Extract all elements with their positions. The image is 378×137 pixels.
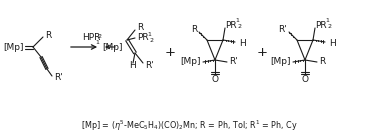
Text: R: R bbox=[191, 25, 197, 35]
Text: +: + bbox=[257, 45, 268, 58]
Text: 1: 1 bbox=[235, 18, 239, 24]
Text: [Mp]: [Mp] bbox=[3, 42, 23, 52]
Text: R': R' bbox=[278, 25, 287, 35]
Text: PR: PR bbox=[315, 21, 327, 29]
Text: H: H bbox=[329, 38, 336, 48]
Text: R: R bbox=[319, 58, 325, 66]
Text: R': R' bbox=[145, 61, 154, 69]
Text: R': R' bbox=[54, 73, 63, 82]
Text: 2: 2 bbox=[237, 24, 241, 28]
Text: R: R bbox=[137, 24, 143, 32]
Text: R: R bbox=[45, 31, 51, 39]
Text: 2: 2 bbox=[149, 38, 153, 42]
Text: H: H bbox=[239, 38, 246, 48]
Text: O: O bbox=[302, 75, 308, 83]
Text: 1: 1 bbox=[325, 18, 329, 24]
Text: [Mp]: [Mp] bbox=[271, 58, 291, 66]
Text: [Mp]: [Mp] bbox=[102, 42, 122, 52]
Text: [Mp] = ($\eta^5$-MeC$_5$H$_4$)(CO)$_2$Mn; R = Ph, Tol; R$^1$ = Ph, Cy: [Mp] = ($\eta^5$-MeC$_5$H$_4$)(CO)$_2$Mn… bbox=[81, 119, 297, 133]
Text: 1: 1 bbox=[95, 39, 99, 45]
Text: 2: 2 bbox=[97, 34, 101, 38]
Text: H: H bbox=[130, 62, 136, 71]
Text: PR: PR bbox=[225, 21, 237, 29]
Text: 1: 1 bbox=[147, 32, 151, 36]
Text: [Mp]: [Mp] bbox=[181, 58, 201, 66]
Text: R': R' bbox=[229, 58, 238, 66]
Text: +: + bbox=[164, 45, 175, 58]
Text: 2: 2 bbox=[327, 24, 331, 28]
Text: PR: PR bbox=[137, 34, 149, 42]
Text: O: O bbox=[212, 75, 218, 83]
Text: HPR: HPR bbox=[82, 34, 101, 42]
